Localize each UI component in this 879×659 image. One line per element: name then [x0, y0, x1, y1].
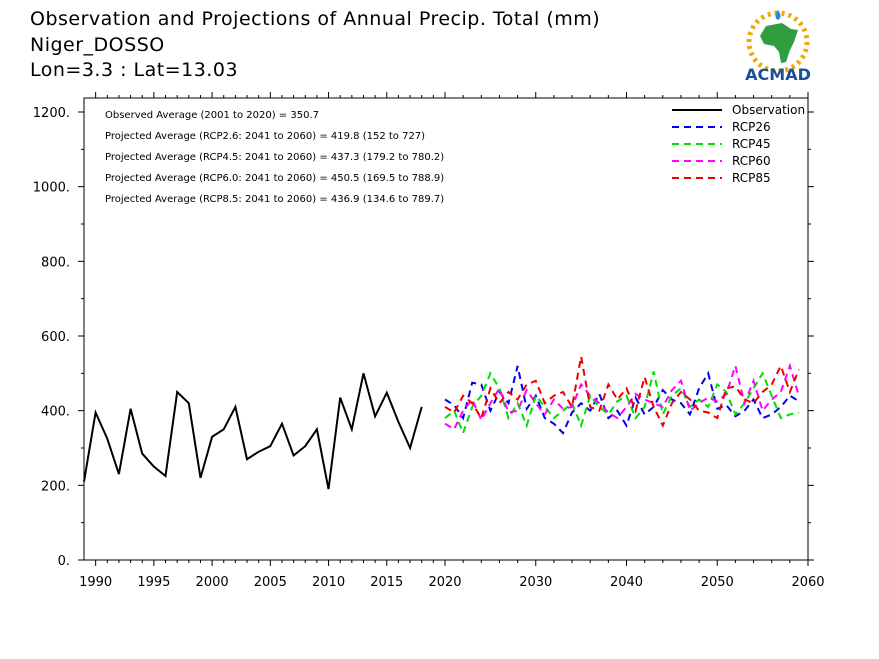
- plot-frame: [83, 97, 809, 561]
- x-tick-label: 2010: [312, 575, 345, 590]
- y-tick-label: 1000.: [33, 181, 70, 196]
- x-tick-label: 1990: [79, 575, 112, 590]
- stat-line: Projected Average (RCP4.5: 2041 to 2060)…: [105, 152, 444, 163]
- location-name: Niger_DOSSO: [30, 34, 165, 56]
- legend-label: RCP60: [732, 154, 771, 168]
- x-tick-label: 2005: [254, 575, 287, 590]
- legend-label: Observation: [732, 103, 805, 117]
- water-drop-icon: [775, 10, 781, 20]
- acmad-logo: ACMAD: [745, 10, 811, 84]
- location-coords: Lon=3.3 : Lat=13.03: [30, 59, 239, 81]
- y-tick-label: 1200.: [33, 106, 70, 121]
- legend: Observation RCP26 RCP45 RCP60 RCP85: [672, 103, 805, 185]
- legend-label: RCP45: [732, 137, 771, 151]
- stat-line: Projected Average (RCP6.0: 2041 to 2060)…: [105, 173, 444, 184]
- x-tick-label: 2015: [370, 575, 403, 590]
- x-tick-label: 2060: [791, 575, 824, 590]
- x-tick-label: 2020: [428, 575, 461, 590]
- chart-title: Observation and Projections of Annual Pr…: [30, 8, 601, 30]
- y-tick-label: 400.: [41, 405, 70, 420]
- y-tick-label: 200.: [41, 479, 70, 494]
- x-tick-label: 2030: [519, 575, 552, 590]
- stat-line: Projected Average (RCP2.6: 2041 to 2060)…: [105, 131, 425, 142]
- series-rcp85-line: [444, 356, 800, 429]
- stat-line: Projected Average (RCP8.5: 2041 to 2060)…: [105, 194, 444, 205]
- sun-rays-icon: [746, 10, 810, 74]
- x-axis: 1990 1995 2000 2005 2010 2015 2020 2030 2040 2050…: [79, 92, 825, 590]
- series-rcp26-line: [444, 365, 800, 435]
- x-tick-label: 2040: [610, 575, 643, 590]
- y-axis: 0. 200. 400. 600. 800. 1000. 1200.: [33, 106, 814, 569]
- legend-label: RCP26: [732, 120, 771, 134]
- legend-label: RCP85: [732, 171, 771, 185]
- logo-text: ACMAD: [745, 65, 811, 84]
- series-observation-line: [83, 373, 423, 490]
- stats-text: Observed Average (2001 to 2020) = 350.7 P…: [105, 110, 444, 205]
- x-tick-label: 2050: [701, 575, 734, 590]
- y-tick-label: 0.: [58, 554, 70, 569]
- africa-map-icon: [760, 23, 798, 63]
- series-rcp60-line: [444, 362, 800, 431]
- y-tick-label: 800.: [41, 255, 70, 270]
- series-lines: [83, 356, 800, 490]
- stat-line: Observed Average (2001 to 2020) = 350.7: [105, 110, 319, 121]
- x-tick-label: 1995: [137, 575, 170, 590]
- x-tick-label: 2000: [196, 575, 229, 590]
- y-tick-label: 600.: [41, 330, 70, 345]
